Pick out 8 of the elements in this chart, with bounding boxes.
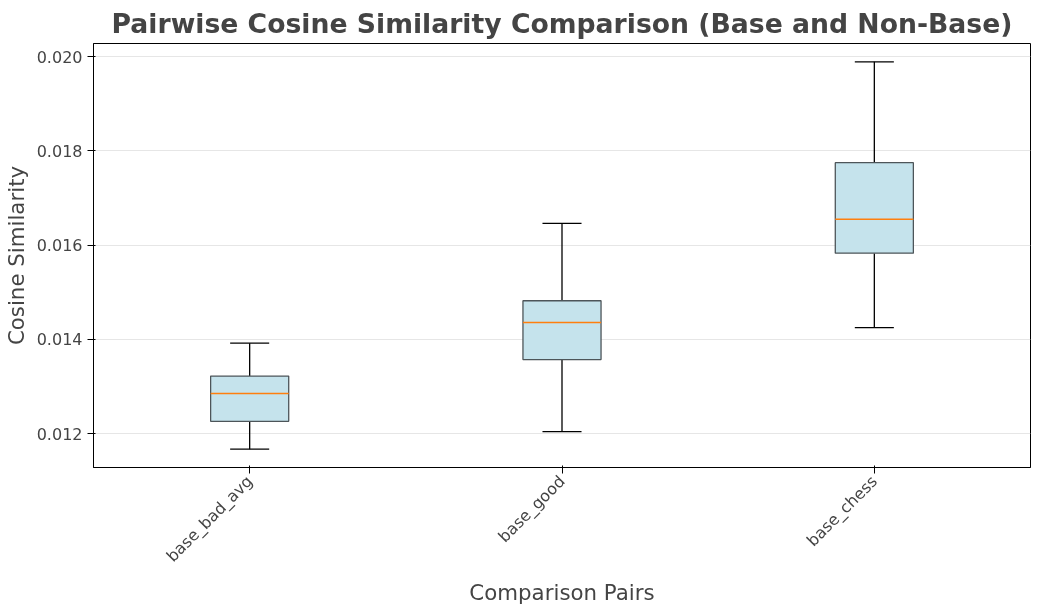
y-tick-label: 0.012 — [36, 424, 83, 444]
y-tick-label: 0.020 — [36, 47, 83, 67]
y-axis-title: Cosine Similarity — [3, 165, 29, 346]
y-tick-label: 0.014 — [36, 330, 83, 350]
x-axis-title: Comparison Pairs — [469, 580, 655, 606]
y-tick-label: 0.018 — [36, 141, 83, 161]
y-tick-label: 0.016 — [36, 236, 83, 256]
chart-title: Pairwise Cosine Similarity Comparison (Base and Non-Base) — [111, 7, 1013, 39]
